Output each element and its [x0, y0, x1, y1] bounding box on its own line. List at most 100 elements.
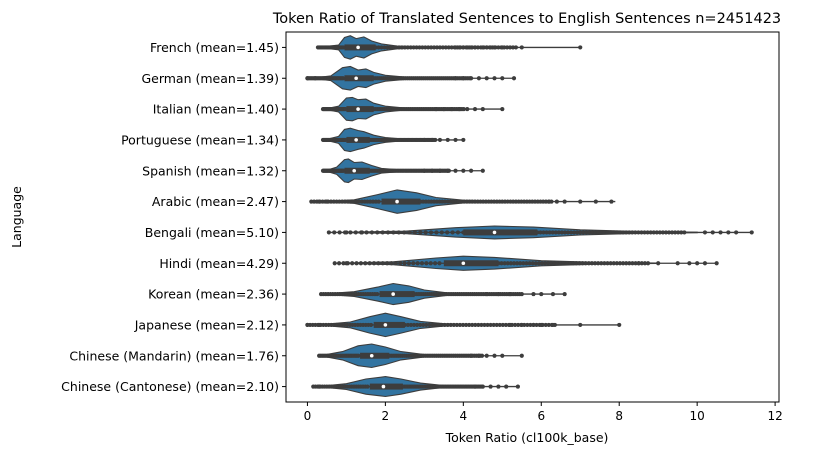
iqr-box [344, 44, 376, 51]
data-point [437, 168, 443, 173]
data-point [414, 45, 419, 50]
data-point [656, 261, 661, 266]
data-point [513, 45, 519, 50]
data-point [645, 261, 651, 266]
data-point [455, 230, 461, 235]
median-dot [354, 76, 358, 81]
data-point [460, 322, 466, 328]
data-point [507, 291, 513, 297]
data-point [630, 261, 635, 266]
data-point [472, 106, 478, 112]
data-point [332, 230, 337, 235]
data-point [500, 353, 505, 358]
data-point [599, 261, 604, 266]
data-point [561, 261, 566, 266]
data-point [536, 261, 542, 266]
data-point [326, 230, 331, 235]
data-point [476, 76, 482, 81]
data-point [305, 76, 310, 81]
data-point [568, 261, 573, 266]
data-point [596, 261, 601, 266]
data-point [627, 261, 632, 266]
data-point [679, 230, 684, 235]
data-point [507, 322, 513, 328]
data-point [384, 261, 390, 266]
data-point [469, 45, 474, 50]
y-tick-label: Korean (mean=2.36) [148, 287, 279, 302]
y-tick-label: Portuguese (mean=1.34) [121, 132, 279, 147]
iqr-box [379, 291, 415, 298]
x-axis-label: Token Ratio (cl100k_base) [445, 430, 609, 445]
data-point [538, 230, 543, 235]
data-point [426, 45, 431, 50]
data-point [605, 230, 610, 235]
data-point [341, 168, 346, 173]
data-point [675, 261, 680, 266]
plot-area: 0 2 4 6 8 10 12 French (mean=1.45) German (mean=… [61, 31, 783, 423]
data-point [417, 45, 422, 50]
x-tick-label: 2 [382, 409, 390, 423]
data-point [324, 199, 330, 204]
data-point [402, 45, 407, 50]
data-point [718, 230, 723, 235]
data-point [502, 261, 507, 266]
data-point [614, 230, 620, 235]
data-point [614, 261, 619, 266]
data-point [317, 199, 322, 204]
iqr-box [373, 321, 405, 328]
data-point [494, 322, 499, 328]
data-point [515, 384, 520, 389]
data-point [645, 230, 650, 235]
median-dot [356, 45, 360, 50]
data-point [503, 322, 509, 328]
data-point [587, 230, 592, 235]
data-point [676, 230, 681, 235]
data-point [500, 76, 505, 81]
data-point [433, 137, 438, 143]
data-point [492, 45, 497, 50]
x-tick-label: 0 [304, 409, 312, 423]
data-point [589, 261, 595, 266]
data-point [593, 230, 598, 235]
data-point [385, 45, 390, 50]
data-point [571, 261, 576, 266]
median-dot [381, 384, 386, 389]
data-point [472, 384, 478, 389]
data-point [702, 230, 708, 235]
data-point [467, 322, 472, 328]
data-point [544, 230, 549, 235]
data-point [590, 230, 595, 235]
data-point [415, 322, 420, 328]
data-point [430, 322, 435, 328]
data-point [726, 230, 731, 235]
data-point [340, 76, 346, 81]
data-point [461, 168, 466, 173]
data-point [504, 384, 509, 389]
data-point [376, 261, 381, 266]
data-point [687, 261, 692, 266]
x-tick-label: 8 [615, 409, 623, 423]
data-point [568, 230, 574, 235]
data-point [617, 230, 623, 235]
data-point [469, 76, 474, 81]
data-point [380, 230, 385, 235]
data-point [553, 230, 558, 235]
x-tick-label: 10 [690, 409, 705, 423]
data-point [550, 322, 556, 328]
data-point [399, 45, 405, 50]
data-point [535, 230, 540, 235]
data-point [516, 322, 521, 328]
data-point [461, 45, 466, 50]
data-point [389, 261, 394, 266]
data-point [480, 45, 485, 50]
data-point [539, 322, 544, 328]
data-point [496, 261, 501, 266]
data-point [479, 353, 485, 358]
data-point [348, 230, 353, 235]
data-point [445, 230, 450, 235]
data-point [433, 322, 438, 328]
data-point [428, 261, 433, 266]
data-point [433, 106, 439, 112]
data-point [464, 322, 469, 328]
data-point [496, 45, 501, 50]
